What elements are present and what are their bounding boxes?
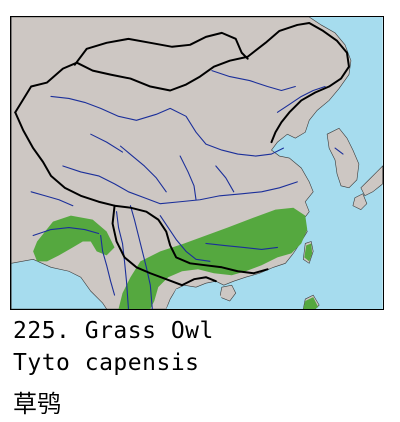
national-borders: [14, 21, 350, 287]
range-area-taiwan: [304, 243, 313, 262]
river-tributary-2: [90, 133, 124, 153]
river-korea: [334, 147, 344, 155]
border-vietnam: [181, 276, 217, 287]
river-tributary-5: [159, 215, 211, 262]
range-area-west: [33, 215, 115, 262]
kyushu: [352, 193, 368, 211]
border-china-mongolia: [73, 31, 249, 66]
hainan: [219, 284, 237, 302]
range-map-svg: [11, 17, 383, 309]
chinese-name: 草鸮: [13, 390, 61, 418]
scientific-name: Tyto capensis: [13, 350, 200, 376]
japan: [360, 165, 383, 197]
river-north: [211, 70, 296, 92]
bay-of-bengal: [11, 259, 107, 309]
range-map: [10, 16, 384, 310]
river-irrawaddy: [100, 234, 116, 296]
range-area-east: [118, 207, 308, 309]
river-pearl: [205, 242, 278, 250]
river-west: [30, 191, 74, 207]
river-tributary-4: [215, 165, 235, 193]
rivers: [30, 70, 344, 309]
river-yellow: [50, 95, 284, 157]
south-china-sea: [166, 287, 236, 309]
border-china-west: [14, 111, 269, 275]
river-tributary-1: [119, 145, 167, 193]
river-tributary-3: [179, 155, 197, 201]
river-mekong: [129, 205, 153, 309]
border-myanmar-laos: [111, 204, 184, 287]
river-northeast: [276, 85, 326, 113]
korean-peninsula: [326, 127, 360, 189]
border-china-north: [14, 21, 350, 144]
range-area-luzon: [303, 297, 319, 309]
species-title: 225. Grass Owl: [13, 318, 214, 344]
river-brahmaputra: [32, 227, 100, 237]
river-salween: [116, 211, 130, 309]
river-yangtze: [62, 165, 298, 205]
